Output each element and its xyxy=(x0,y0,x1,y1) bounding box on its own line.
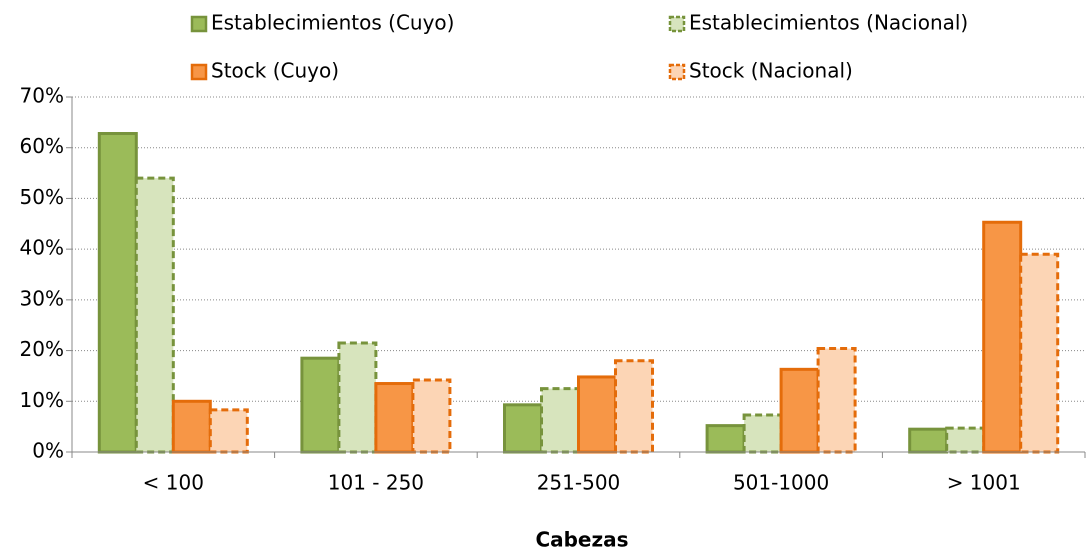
bar xyxy=(742,413,783,454)
y-tick-label: 10% xyxy=(20,388,64,412)
x-tick-label: 251-500 xyxy=(537,471,621,495)
bar xyxy=(134,176,175,454)
bar xyxy=(300,356,341,454)
y-tick-label: 60% xyxy=(20,134,64,158)
bar xyxy=(577,375,617,454)
x-tick-label: < 100 xyxy=(143,471,204,495)
x-tick-label: > 1001 xyxy=(947,471,1021,495)
y-tick-label: 0% xyxy=(32,439,64,463)
bar xyxy=(1019,252,1060,454)
bar xyxy=(614,359,654,454)
bar xyxy=(374,382,415,454)
y-tick-label: 20% xyxy=(20,337,64,361)
bar xyxy=(779,367,820,454)
bar xyxy=(171,399,212,454)
bar xyxy=(411,378,452,454)
legend-label: Stock (Cuyo) xyxy=(211,59,339,83)
legend-marker xyxy=(668,15,686,33)
legend-marker xyxy=(190,63,208,81)
bar xyxy=(982,220,1023,454)
legend-label: Stock (Nacional) xyxy=(689,59,853,83)
bar xyxy=(816,347,857,454)
bar xyxy=(208,408,249,454)
x-tick-label: 501-1000 xyxy=(733,471,829,495)
legend-label: Establecimientos (Cuyo) xyxy=(211,11,454,35)
x-axis-label: Cabezas xyxy=(535,528,628,549)
y-tick-label: 70% xyxy=(20,84,64,108)
bar xyxy=(945,426,986,454)
legend-label: Establecimientos (Nacional) xyxy=(689,11,968,35)
x-tick-label: 101 - 250 xyxy=(328,471,424,495)
bar xyxy=(908,427,949,454)
y-tick-label: 40% xyxy=(20,236,64,260)
bar xyxy=(540,387,580,454)
legend-marker xyxy=(668,63,686,81)
bar xyxy=(503,403,543,454)
bar xyxy=(337,341,378,454)
bar xyxy=(705,424,746,454)
bar xyxy=(97,132,138,454)
y-tick-label: 30% xyxy=(20,286,64,310)
y-tick-label: 50% xyxy=(20,185,64,209)
legend-marker xyxy=(190,15,208,33)
